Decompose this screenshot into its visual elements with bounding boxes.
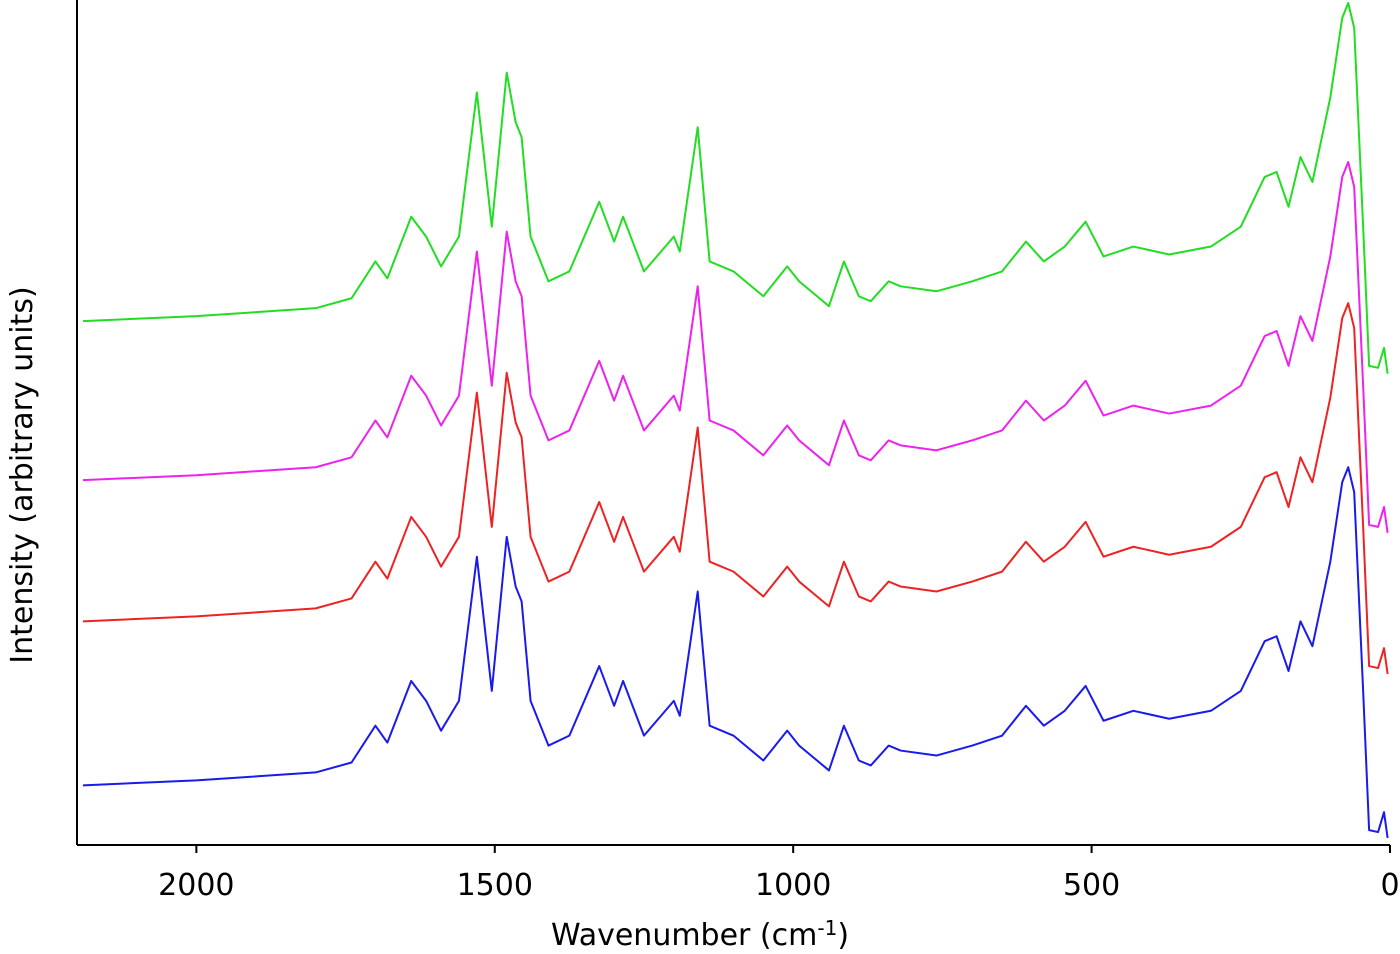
x-tick-label: 1000 (755, 868, 831, 903)
x-axis-label: Wavenumber (cm-1) (551, 916, 849, 953)
spectrum-line (82, 161, 1389, 533)
x-tick-label: 2000 (158, 868, 234, 903)
x-label-end: ) (837, 918, 849, 953)
x-tick-label: 1500 (457, 868, 533, 903)
x-tick-label: 0 (1380, 868, 1399, 903)
x-label-text: Wavenumber (cm (551, 918, 817, 953)
spectrum-line (82, 466, 1389, 839)
spectrum-line (82, 302, 1389, 675)
x-tick-label: 500 (1063, 868, 1120, 903)
x-label-sup: -1 (817, 916, 837, 940)
spectrum-line (82, 1, 1389, 374)
y-axis-label: Intensity (arbitrary units) (5, 286, 40, 663)
